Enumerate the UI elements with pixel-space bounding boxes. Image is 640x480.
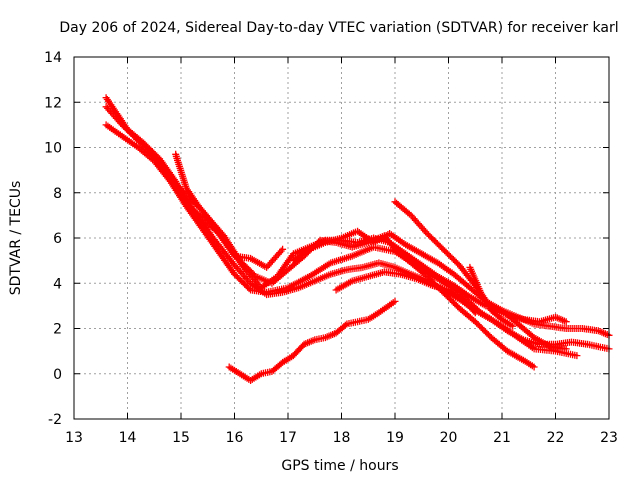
y-tick-label: -2 <box>48 412 62 428</box>
marker-path <box>466 263 517 330</box>
x-tick-label: 18 <box>333 430 351 446</box>
series-track-9 <box>225 297 399 384</box>
series-track-10 <box>466 263 517 330</box>
x-tick-label: 16 <box>226 430 244 446</box>
marker-path <box>225 297 399 384</box>
data-markers <box>102 94 613 384</box>
y-tick-label: 4 <box>53 276 62 292</box>
x-tick-label: 13 <box>65 430 83 446</box>
x-tick-label: 19 <box>386 430 404 446</box>
x-tick-label: 15 <box>172 430 190 446</box>
axes: 13 14 15 16 17 18 19 20 21 22 23 -2 0 2 4 6 8 10 12 14 <box>44 50 618 446</box>
y-tick-label: 0 <box>53 367 62 383</box>
y-tick-label: 2 <box>53 322 62 338</box>
y-tick-label: 10 <box>44 141 62 157</box>
y-axis-label: SDTVAR / TECUs <box>8 181 24 296</box>
x-axis-label: GPS time / hours <box>281 458 398 474</box>
x-tick-label: 20 <box>440 430 458 446</box>
x-tick-label: 23 <box>600 430 618 446</box>
y-tick-label: 6 <box>53 231 62 247</box>
series-track-8 <box>332 268 479 317</box>
chart-title: Day 206 of 2024, Sidereal Day-to-day VTE… <box>59 20 618 36</box>
y-tick-label: 14 <box>44 50 62 66</box>
y-tick-label: 8 <box>53 186 62 202</box>
x-tick-label: 21 <box>493 430 511 446</box>
marker-path <box>332 268 479 317</box>
x-tick-label: 17 <box>279 430 297 446</box>
y-tick-label: 12 <box>44 95 62 111</box>
x-tick-label: 22 <box>547 430 565 446</box>
x-tick-label: 14 <box>119 430 137 446</box>
